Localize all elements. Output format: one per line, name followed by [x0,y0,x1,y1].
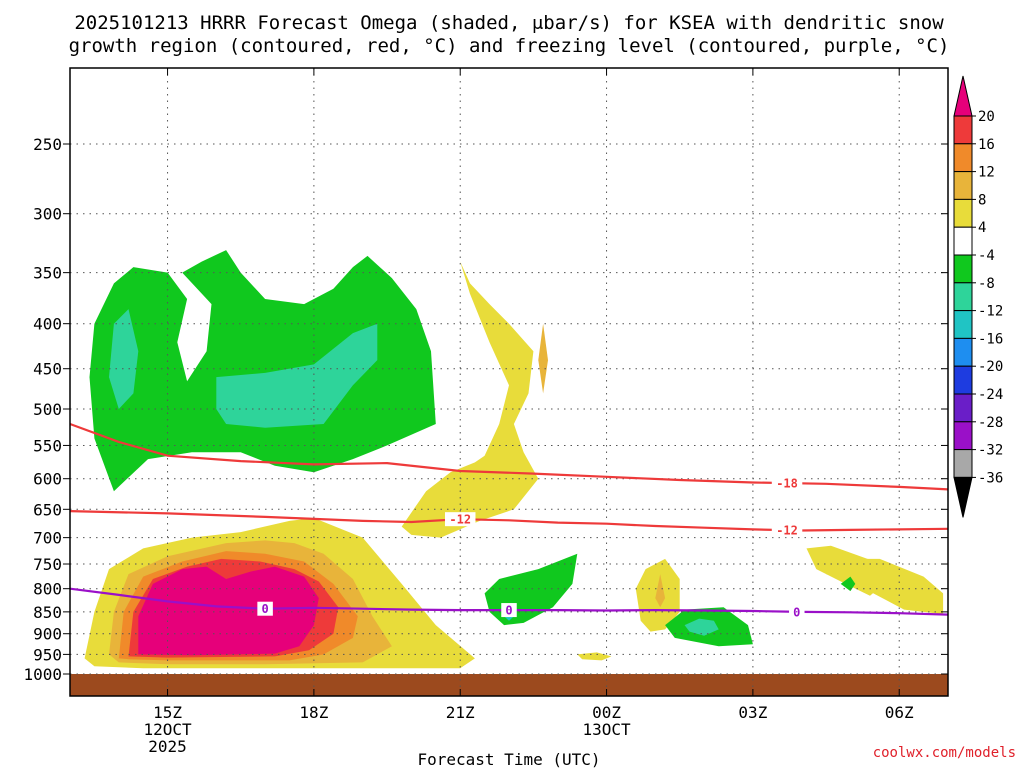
x-tick-label-30-0: 06Z [885,703,914,722]
colorbar-label-10: -24 [978,387,1003,403]
source-credit: coolwx.com/models [873,745,1016,761]
y-tick-label-500: 500 [33,400,62,419]
contour-label-2-0: 0 [261,602,268,616]
colorbar-label-0: 20 [978,109,995,125]
colorbar-band-3 [953,198,973,228]
x-tick-label-21-0: 21Z [446,703,475,722]
y-tick-label-550: 550 [33,436,62,455]
x-tick-label-24-1: 13OCT [582,720,631,739]
y-tick-label-400: 400 [33,315,62,334]
colorbar-band-0 [953,115,973,145]
colorbar-top-triangle [953,75,973,117]
colorbar-bottom-triangle [953,476,973,518]
colorbar-band-7 [953,310,973,339]
colorbar-band-5 [953,254,973,284]
colorbar-label-11: -28 [978,415,1003,431]
omega-region--8-18 [684,618,719,636]
colorbar: 20 16 12 8 4 -4 -8 -12 -16 -20 -24 -28 -32 -36 [953,75,1003,518]
colorbar-label-5: -4 [978,248,995,264]
contour-label-bg-1-0 [444,512,476,527]
y-tick-label-800: 800 [33,580,62,599]
contour-label-bg-0-0 [771,476,803,491]
x-tick-label-18-0: 18Z [299,703,328,722]
y-tick-label-650: 650 [33,500,62,519]
axes: 250 300 350 400 450 500 550 600 650 700 750 800 850 9… [23,68,948,756]
y-tick-label-600: 600 [33,470,62,489]
colorbar-band-1 [953,143,973,173]
x-tick-label-15-0: 15Z [153,703,182,722]
y-tick-label-950: 950 [33,645,62,664]
y-tick-label-850: 850 [33,603,62,622]
ground-surface-band [70,674,948,696]
x-tick-label-15-1: 12OCT [143,720,192,739]
omega-region-4-1 [401,261,539,538]
colorbar-label-4: 4 [978,220,986,236]
chart-title-line-2: growth region (contoured, red, °C) and f… [69,35,950,57]
contour-label-1-0: -12 [449,513,471,527]
colorbar-band-9 [953,365,973,395]
omega-region-8-7 [538,323,548,394]
omega-region--8-16 [109,309,139,409]
contour-label-0-0: -18 [776,477,798,491]
omega-region--8-17 [216,323,378,428]
colorbar-band-8 [953,337,973,367]
temperature-contours: -18 -12 -12 0 0 0 [70,422,948,619]
colorbar-label-9: -20 [978,359,1003,375]
y-tick-label-700: 700 [33,529,62,548]
colorbar-band-4 [953,226,973,256]
omega-region--4-15 [840,576,856,592]
contour-label-2-2: 0 [793,605,800,619]
omega-region-4-4 [806,545,890,596]
contour-label-1-1: -12 [776,524,798,538]
y-tick-label-300: 300 [33,205,62,224]
colorbar-label-7: -12 [978,304,1003,320]
omega-region--4-12 [89,250,436,492]
contour-label-bg-1-1 [771,523,803,538]
x-tick-label-24-0: 00Z [592,703,621,722]
colorbar-label-6: -8 [978,276,995,292]
colorbar-label-8: -16 [978,331,1003,347]
contour-label-bg-2-2 [789,604,805,619]
y-tick-label-900: 900 [33,625,62,644]
contour-label-bg-2-0 [257,601,273,616]
x-tick-label-15-2: 2025 [148,737,187,756]
x-axis-label: Forecast Time (UTC) [417,750,600,768]
gridlines [70,68,948,696]
colorbar-label-1: 16 [978,137,995,153]
colorbar-label-3: 8 [978,192,986,208]
contour-label-bg-2-1 [501,603,517,618]
y-tick-label-1000: 1000 [23,665,62,684]
omega-region-8-8 [655,574,666,608]
y-tick-label-450: 450 [33,360,62,379]
colorbar-band-12 [953,449,973,478]
contour-label-2-1: 0 [505,604,512,618]
chart-title-line-1: 2025101213 HRRR Forecast Omega (shaded, … [74,12,944,34]
omega-region-20-11 [138,566,319,656]
colorbar-band-2 [953,171,973,200]
plot-frame [69,67,949,697]
colorbar-label-12: -32 [978,443,1003,459]
colorbar-label-13: -36 [978,470,1003,486]
y-tick-label-350: 350 [33,264,62,283]
colorbar-label-2: 12 [978,165,995,181]
y-tick-label-750: 750 [33,555,62,574]
x-tick-label-27-0: 03Z [738,703,767,722]
omega-region-4-5 [577,652,612,661]
contour-line-0 [70,422,948,491]
colorbar-band-6 [953,282,973,312]
colorbar-band-10 [953,393,973,423]
y-tick-label-250: 250 [33,135,62,154]
colorbar-band-11 [953,421,973,451]
